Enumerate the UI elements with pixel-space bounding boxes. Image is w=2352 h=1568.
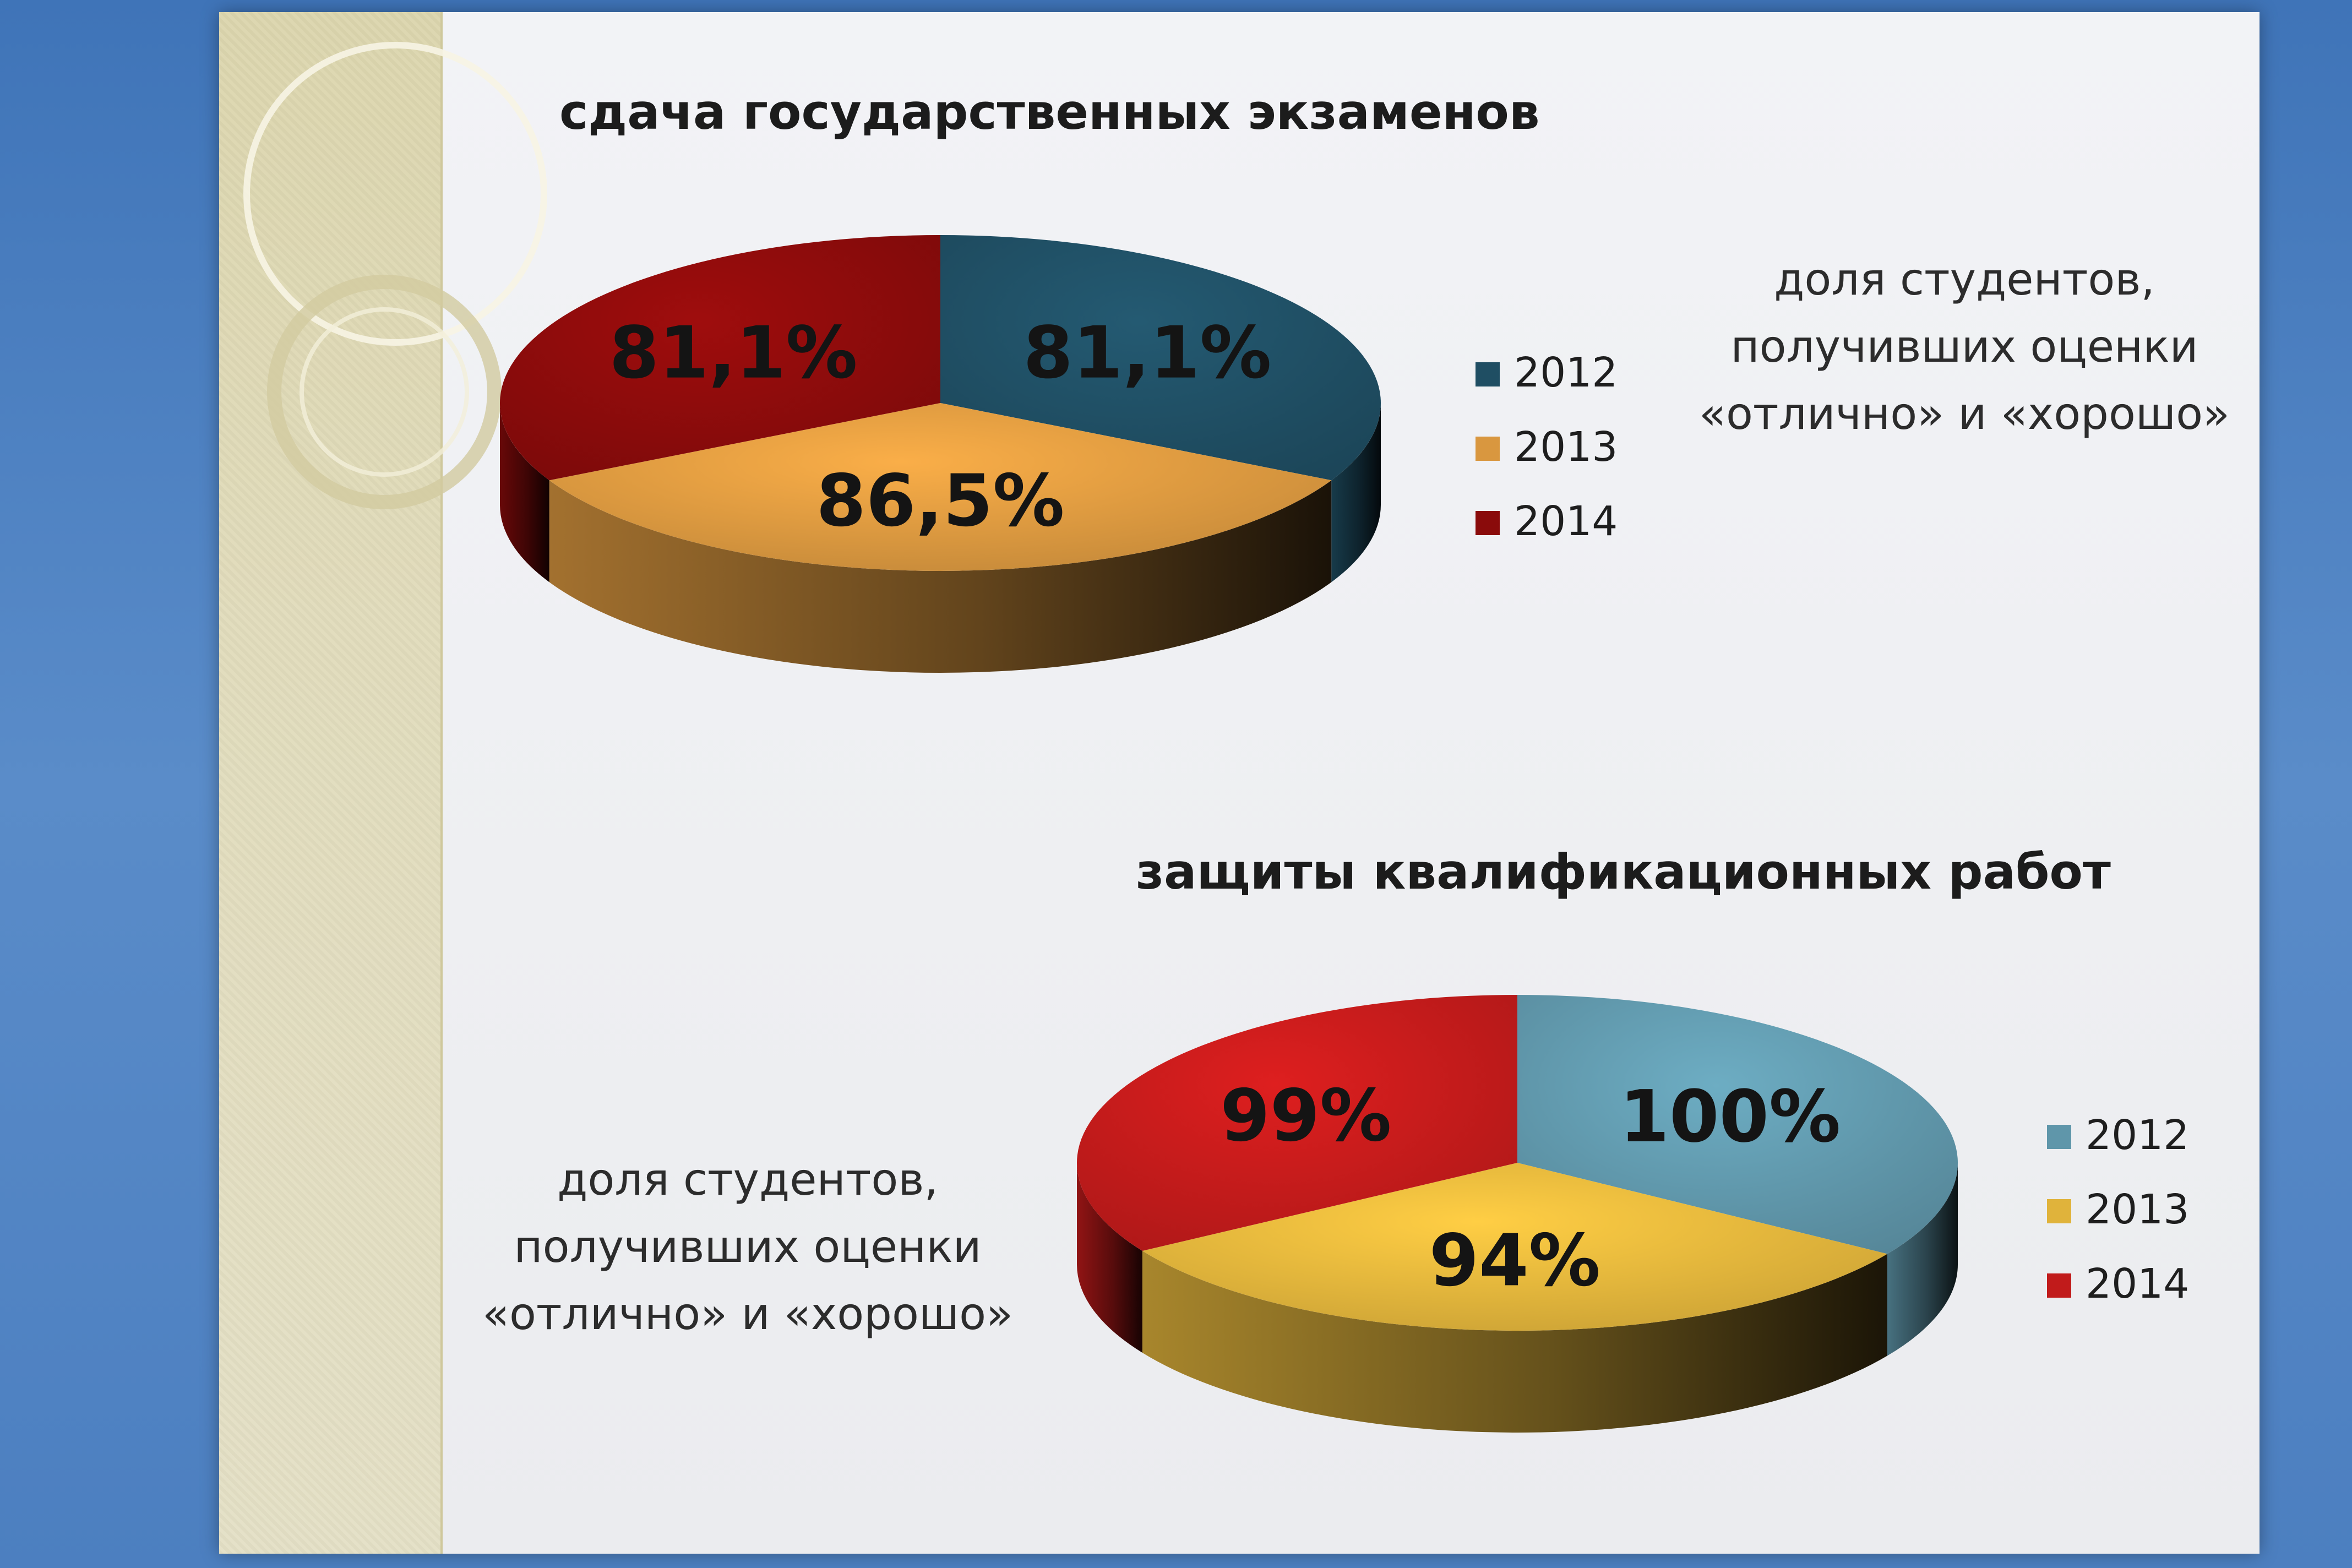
chart-2-caption-line-1: доля студентов, bbox=[557, 1154, 938, 1205]
chart-2-legend-swatch-2014 bbox=[2047, 1273, 2071, 1298]
chart-2-caption: доля студентов, получивших оценки «отлич… bbox=[428, 1146, 1067, 1348]
chart-2-slice-2014 bbox=[1076, 995, 1517, 1251]
chart-1-slice-side-2013 bbox=[549, 480, 1332, 673]
chart-2-slice-2012 bbox=[1517, 995, 1958, 1254]
chart-2-legend-swatch-2012 bbox=[2047, 1125, 2071, 1149]
chart-2-slice-2013 bbox=[1142, 1163, 1887, 1331]
chart-2-slice-side-2012 bbox=[1887, 1163, 1958, 1356]
chart-2-title: защиты квалификационных работ bbox=[1136, 843, 2111, 900]
chart-1-legend-label-2013: 2013 bbox=[1514, 423, 1618, 471]
chart-1-slice-side-2014 bbox=[500, 403, 549, 582]
chart-2-legend-label-2012: 2012 bbox=[2086, 1112, 2189, 1159]
decorative-band bbox=[219, 12, 443, 1554]
chart-2-caption-line-3: «отлично» и «хорошо» bbox=[482, 1288, 1013, 1340]
chart-2-slice-side-2013 bbox=[1142, 1250, 1887, 1433]
presentation-slide: сдача государственных экзаменов 81,1% 86,… bbox=[219, 12, 2260, 1554]
chart-2-data-label-2012: 100% bbox=[1620, 1075, 1841, 1158]
chart-1-title: сдача государственных экзаменов bbox=[559, 84, 1540, 140]
chart-1-caption: доля студентов, получивших оценки «отлич… bbox=[1673, 246, 2256, 448]
chart-1-slice-2013 bbox=[549, 403, 1332, 571]
chart-1-slice-side-2012 bbox=[1331, 403, 1381, 582]
chart-2-data-label-2014: 99% bbox=[1220, 1074, 1391, 1157]
chart-1-caption-line-2: получивших оценки bbox=[1730, 321, 2198, 372]
chart-1-legend-swatch-2012 bbox=[1476, 362, 1500, 386]
chart-2-data-label-2013: 94% bbox=[1429, 1218, 1600, 1302]
chart-1-data-label-2014: 81,1% bbox=[609, 311, 858, 395]
chart-1-slice-2014 bbox=[500, 235, 940, 481]
chart-1-data-label-2012: 81,1% bbox=[1023, 311, 1271, 395]
chart-1-caption-line-1: доля студентов, bbox=[1774, 254, 2155, 305]
chart-1-legend-label-2014: 2014 bbox=[1514, 498, 1618, 545]
chart-2-slice-side-2014 bbox=[1077, 1163, 1142, 1353]
chart-1-legend-swatch-2013 bbox=[1476, 437, 1500, 461]
chart-2-legend-label-2013: 2013 bbox=[2086, 1186, 2189, 1233]
chart-1-data-label-2013: 86,5% bbox=[816, 459, 1064, 542]
chart-1-pie: 81,1% 86,5% 81,1% 2012 2013 2014 bbox=[500, 235, 1618, 673]
chart-1-caption-line-3: «отлично» и «хорошо» bbox=[1699, 388, 2230, 439]
chart-2-legend-swatch-2013 bbox=[2047, 1199, 2071, 1223]
decorative-rings bbox=[243, 42, 547, 509]
chart-1-legend-label-2012: 2012 bbox=[1514, 349, 1618, 396]
chart-1-legend-swatch-2014 bbox=[1476, 511, 1500, 535]
chart-1-slice-2012 bbox=[940, 235, 1381, 481]
chart-2-legend-label-2014: 2014 bbox=[2086, 1260, 2189, 1308]
chart-2-caption-line-2: получивших оценки bbox=[514, 1221, 982, 1272]
chart-2-pie: 100%94% 99% 2012 2013 2014 bbox=[1076, 995, 2189, 1433]
